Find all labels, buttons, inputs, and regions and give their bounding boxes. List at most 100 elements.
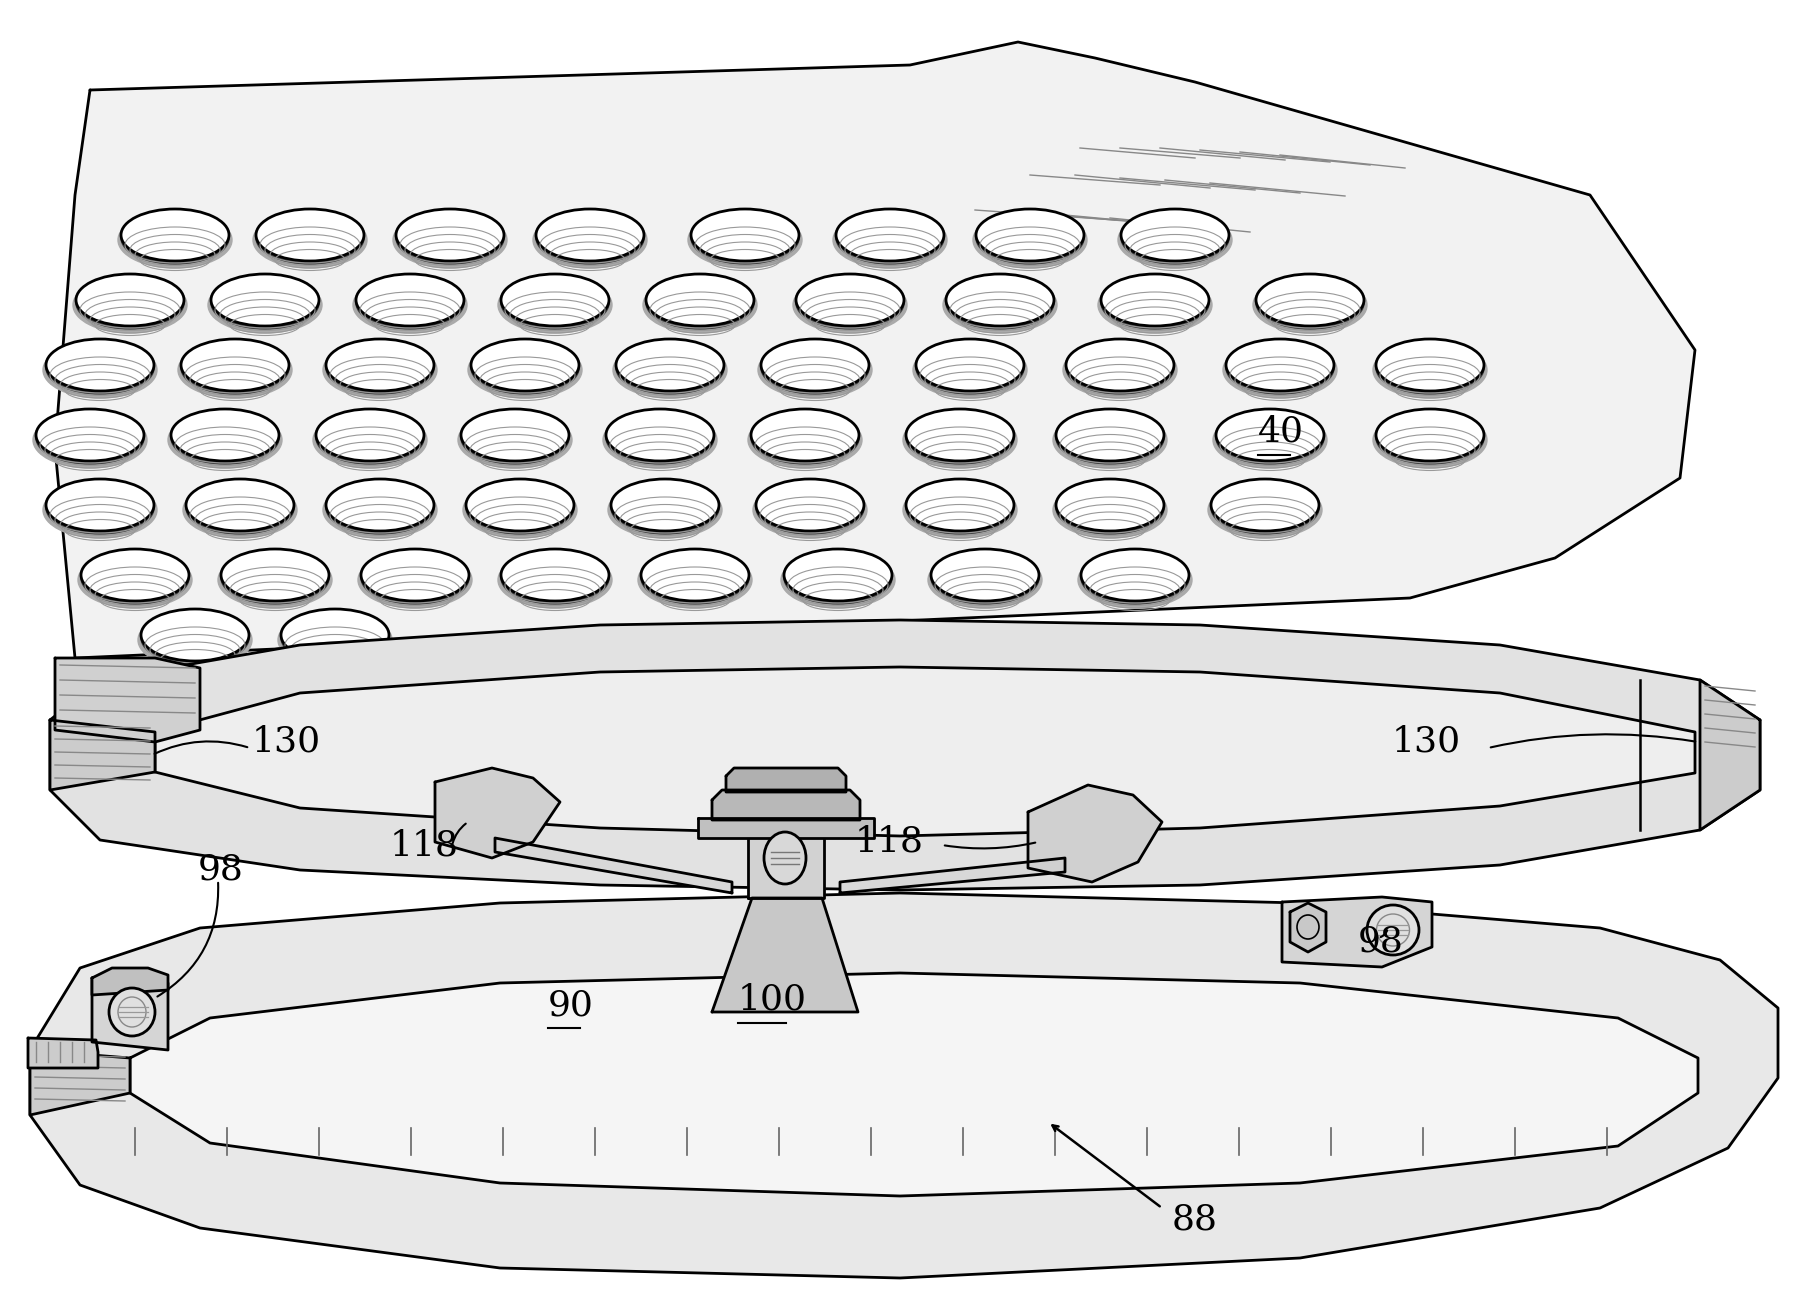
Polygon shape — [51, 720, 154, 790]
Ellipse shape — [254, 212, 366, 268]
Ellipse shape — [354, 276, 468, 333]
Ellipse shape — [932, 551, 1039, 604]
Ellipse shape — [1376, 342, 1485, 393]
Polygon shape — [1282, 898, 1432, 967]
Ellipse shape — [82, 549, 189, 601]
Polygon shape — [54, 658, 199, 742]
Polygon shape — [1028, 786, 1162, 882]
Ellipse shape — [537, 209, 644, 261]
Ellipse shape — [45, 342, 154, 393]
Polygon shape — [31, 894, 1779, 1278]
Ellipse shape — [33, 412, 147, 468]
Ellipse shape — [1217, 409, 1323, 461]
Ellipse shape — [141, 612, 248, 665]
Ellipse shape — [44, 482, 158, 538]
Ellipse shape — [946, 274, 1053, 326]
Polygon shape — [27, 1038, 98, 1069]
Ellipse shape — [1100, 276, 1209, 329]
Ellipse shape — [832, 212, 946, 268]
Ellipse shape — [45, 479, 154, 530]
Ellipse shape — [361, 549, 470, 601]
Ellipse shape — [928, 551, 1042, 608]
Ellipse shape — [533, 212, 647, 268]
Ellipse shape — [836, 212, 945, 265]
Polygon shape — [92, 969, 169, 995]
Ellipse shape — [1099, 276, 1213, 333]
Polygon shape — [154, 667, 1695, 836]
Ellipse shape — [45, 482, 154, 534]
Ellipse shape — [178, 342, 292, 397]
Ellipse shape — [326, 342, 433, 393]
Ellipse shape — [314, 412, 428, 468]
Ellipse shape — [1376, 409, 1485, 461]
Ellipse shape — [761, 342, 868, 393]
Ellipse shape — [914, 342, 1026, 397]
Ellipse shape — [500, 276, 609, 329]
Ellipse shape — [395, 212, 504, 265]
Ellipse shape — [763, 832, 807, 884]
Ellipse shape — [606, 412, 714, 465]
Ellipse shape — [752, 482, 867, 538]
Ellipse shape — [76, 274, 183, 326]
Polygon shape — [839, 858, 1064, 894]
Ellipse shape — [906, 482, 1013, 534]
Polygon shape — [725, 769, 847, 792]
Ellipse shape — [210, 274, 319, 326]
Ellipse shape — [1211, 482, 1320, 534]
Ellipse shape — [1066, 340, 1175, 391]
Ellipse shape — [395, 209, 504, 261]
Ellipse shape — [638, 551, 752, 608]
Text: 130: 130 — [1392, 725, 1461, 759]
Ellipse shape — [946, 276, 1053, 329]
Ellipse shape — [1376, 340, 1485, 391]
Ellipse shape — [499, 551, 613, 608]
Ellipse shape — [461, 409, 569, 461]
Ellipse shape — [783, 551, 892, 604]
Ellipse shape — [1079, 551, 1191, 608]
Ellipse shape — [1062, 342, 1177, 397]
Ellipse shape — [323, 342, 437, 397]
Ellipse shape — [181, 342, 288, 393]
Ellipse shape — [169, 412, 283, 468]
Ellipse shape — [1055, 482, 1164, 534]
Ellipse shape — [36, 412, 143, 465]
Ellipse shape — [781, 551, 896, 608]
Ellipse shape — [751, 412, 859, 465]
Text: 118: 118 — [390, 829, 459, 863]
Ellipse shape — [1256, 274, 1363, 326]
Ellipse shape — [138, 612, 252, 669]
Ellipse shape — [181, 340, 288, 391]
Ellipse shape — [975, 209, 1084, 261]
Ellipse shape — [277, 612, 392, 669]
Ellipse shape — [187, 482, 294, 534]
Ellipse shape — [78, 551, 192, 608]
Ellipse shape — [975, 212, 1084, 265]
Ellipse shape — [1224, 342, 1336, 397]
Ellipse shape — [109, 988, 154, 1036]
Ellipse shape — [644, 276, 758, 333]
Ellipse shape — [73, 276, 187, 333]
Ellipse shape — [903, 412, 1017, 468]
Ellipse shape — [761, 340, 868, 391]
Text: 130: 130 — [252, 725, 321, 759]
Ellipse shape — [355, 276, 464, 329]
Ellipse shape — [500, 551, 609, 604]
Text: 98: 98 — [198, 853, 245, 887]
Text: 88: 88 — [1171, 1203, 1218, 1237]
Ellipse shape — [500, 549, 609, 601]
Ellipse shape — [315, 412, 424, 465]
Ellipse shape — [756, 482, 865, 534]
Ellipse shape — [616, 342, 723, 393]
Ellipse shape — [393, 212, 508, 268]
Ellipse shape — [315, 409, 424, 461]
Polygon shape — [713, 898, 858, 1012]
Ellipse shape — [792, 276, 906, 333]
Ellipse shape — [613, 342, 727, 397]
Polygon shape — [435, 769, 560, 858]
Ellipse shape — [645, 274, 754, 326]
Ellipse shape — [751, 409, 859, 461]
Ellipse shape — [1055, 412, 1164, 465]
Ellipse shape — [256, 209, 364, 261]
Polygon shape — [54, 42, 1695, 658]
Ellipse shape — [82, 551, 189, 604]
